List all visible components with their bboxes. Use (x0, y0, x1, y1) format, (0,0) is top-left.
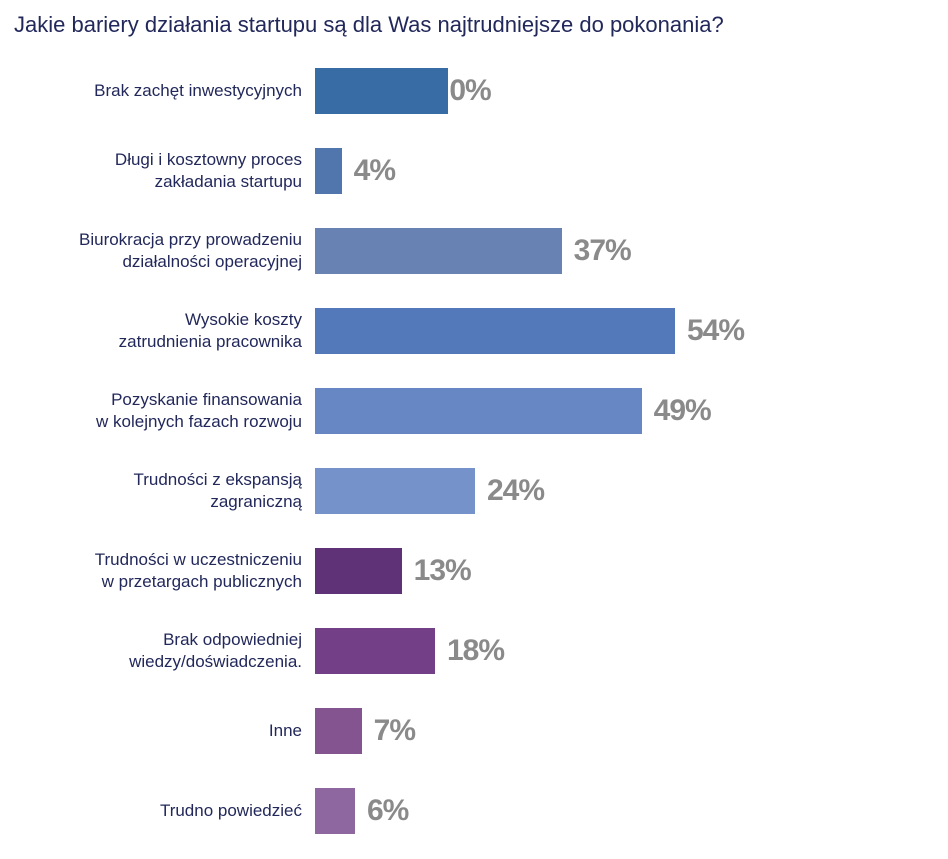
category-label-line: Brak zachęt inwestycyjnych (94, 81, 302, 100)
category-label-line: Biurokracja przy prowadzeniu (79, 230, 302, 249)
value-label: 24% (487, 474, 545, 507)
category-label-line: Inne (268, 721, 302, 740)
category-label: Pozyskanie finansowania w kolejnych fazac… (2, 389, 302, 433)
value-label: 7% (373, 714, 416, 747)
category-label: Trudności w uczestniczeniu w przetargach … (2, 549, 302, 593)
category-label-line: Trudności w uczestniczeniu (94, 550, 302, 569)
category-label-line: Pozyskanie finansowania (111, 390, 302, 409)
bar (315, 148, 342, 194)
category-label-line: Długi i kosztowny proces (114, 150, 302, 169)
bar (315, 628, 435, 674)
bar (315, 228, 562, 274)
value-label: 49% (653, 394, 712, 427)
category-label-line: w kolejnych fazach rozwoju (96, 412, 302, 431)
category-label-line: zatrudnienia pracownika (118, 332, 302, 351)
category-label: Długi i kosztowny proces zakładania start… (2, 149, 302, 193)
value-label: 54% (687, 314, 745, 347)
category-label-line: Trudności z ekspansją (133, 470, 302, 489)
bar (315, 548, 402, 594)
bar (315, 388, 642, 434)
category-label-line: zagraniczną (210, 492, 302, 511)
bar (315, 468, 475, 514)
category-label-line: Brak odpowiedniej (163, 630, 302, 649)
bar (315, 788, 355, 834)
value-label: 0% (449, 74, 491, 107)
category-label: Brak odpowiedniej wiedzy/doświadczenia. (2, 629, 302, 673)
value-label: 13% (413, 554, 472, 587)
value-label: 4% (353, 154, 396, 187)
category-label-line: działalności operacyjnej (122, 252, 302, 271)
category-label-line: w przetargach publicznych (101, 572, 302, 591)
value-label: 37% (573, 234, 632, 267)
category-label: Trudno powiedzieć (2, 800, 302, 822)
chart-title: Jakie bariery działania startupu są dla … (14, 12, 724, 37)
category-label: Brak zachęt inwestycyjnych (2, 80, 302, 102)
bar-chart: Brak zachęt inwestycyjnych 0% Długi i kosz… (2, 68, 745, 834)
value-label: 18% (447, 634, 505, 667)
category-label: Inne (2, 720, 302, 742)
bar (315, 308, 675, 354)
category-label-line: wiedzy/doświadczenia. (129, 652, 302, 671)
category-label-line: zakładania startupu (154, 172, 302, 191)
bar (315, 68, 449, 114)
category-label: Trudności z ekspansją zagraniczną (2, 469, 302, 513)
value-label: 6% (367, 794, 409, 827)
category-label-line: Trudno powiedzieć (159, 801, 302, 820)
bar (315, 708, 362, 754)
category-label-line: Wysokie koszty (185, 310, 302, 329)
category-label: Biurokracja przy prowadzeniu działalności… (2, 229, 302, 273)
category-label: Wysokie koszty zatrudnienia pracownika (2, 309, 302, 353)
